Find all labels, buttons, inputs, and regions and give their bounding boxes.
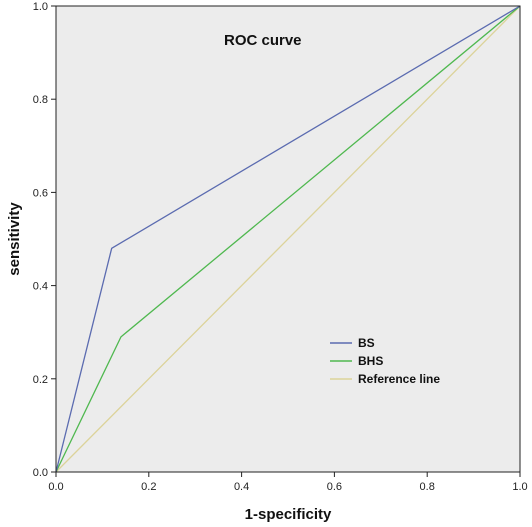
x-tick-label: 0.0: [48, 481, 63, 493]
y-axis-ticks: 0.0 0.2 0.4 0.6 0.8 1.0: [33, 1, 56, 479]
x-tick-label: 0.6: [327, 481, 342, 493]
legend: BS BHS Reference line: [330, 336, 440, 386]
y-tick-label: 0.4: [33, 281, 48, 293]
y-axis-label: sensitivity: [6, 202, 23, 276]
series-line-reference-line: [55, 5, 521, 473]
legend-label-bhs: BHS: [358, 354, 383, 368]
y-tick-label: 0.6: [33, 187, 48, 199]
legend-label-bs: BS: [358, 336, 375, 350]
legend-label-reference-line: Reference line: [358, 372, 440, 386]
x-axis-ticks: 0.0 0.2 0.4 0.6 0.8 1.0: [48, 472, 528, 493]
y-tick-label: 0.0: [33, 467, 48, 479]
y-tick-label: 0.8: [33, 94, 48, 106]
x-tick-label: 0.2: [141, 481, 156, 493]
series-line-bhs: [55, 5, 521, 473]
y-tick-label: 1.0: [33, 1, 48, 13]
x-tick-label: 0.4: [234, 481, 249, 493]
series-layer: [55, 5, 521, 473]
y-tick-label: 0.2: [33, 374, 48, 386]
x-tick-label: 0.8: [420, 481, 435, 493]
chart-title: ROC curve: [224, 32, 302, 49]
series-line-bs: [55, 5, 521, 473]
x-tick-label: 1.0: [512, 481, 527, 493]
plot-frame: [55, 5, 521, 473]
x-axis-label: 1-specificity: [245, 506, 332, 523]
